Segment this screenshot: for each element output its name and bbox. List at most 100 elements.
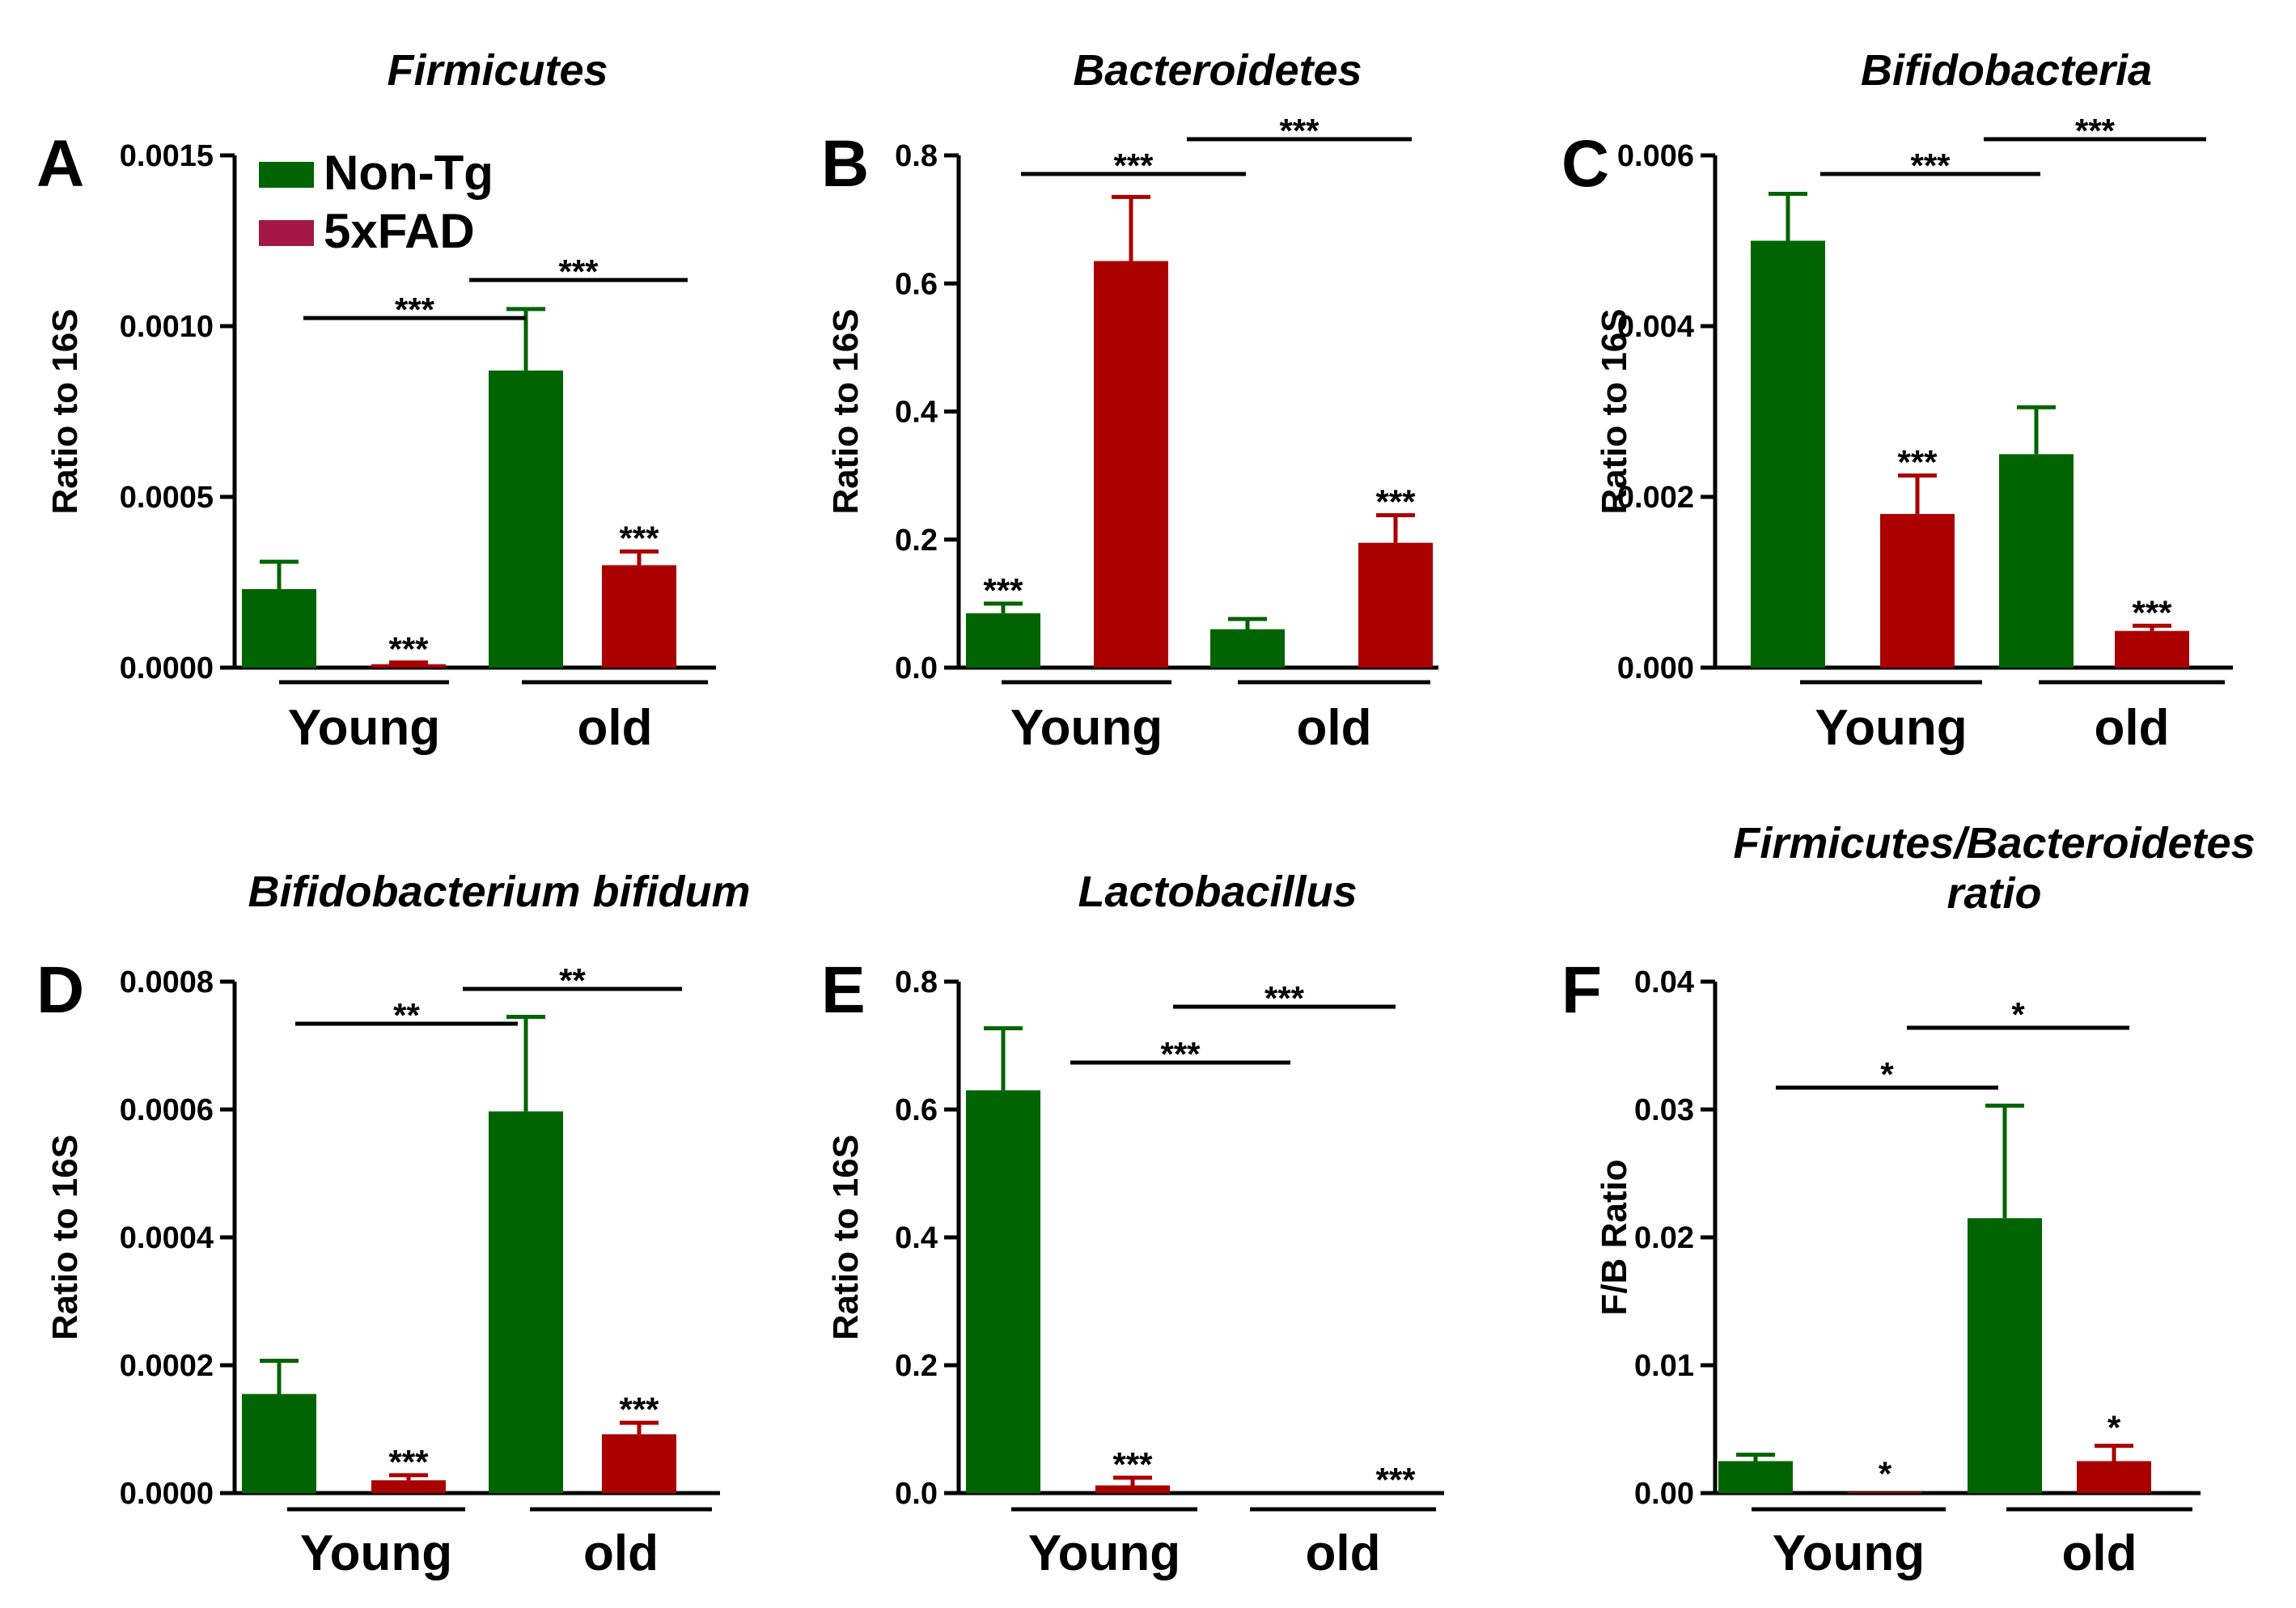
bar-young-5xfad <box>1094 261 1168 668</box>
group-label: Young <box>1028 1525 1180 1581</box>
group-label: old <box>583 1525 659 1581</box>
bar-young-non-tg <box>966 613 1040 668</box>
y-tick-label: 0.6 <box>895 1093 938 1127</box>
y-tick-label: 0.006 <box>1617 139 1694 173</box>
y-tick-label: 0.0000 <box>120 651 214 685</box>
legend-label: 5xFAD <box>324 204 475 258</box>
y-tick-label: 0.04 <box>1634 965 1694 999</box>
bar-old-5xfad <box>602 565 676 668</box>
y-tick-label: 0.0010 <box>120 310 214 344</box>
y-axis-label: F/B Ratio <box>1595 1159 1634 1315</box>
panel-title-line: Firmicutes/Bacteroidetes <box>1733 819 2255 868</box>
bar-old-5xfad <box>1358 542 1433 668</box>
y-tick-label: 0.0004 <box>120 1221 214 1255</box>
significance-mark: *** <box>388 1443 429 1481</box>
panel-letter: D <box>36 953 84 1027</box>
panel-letter: A <box>36 127 84 201</box>
y-tick-label: 0.00 <box>1634 1477 1694 1511</box>
group-label: Young <box>1815 700 1967 756</box>
y-tick-label: 0.0006 <box>120 1093 214 1127</box>
y-tick-label: 0.4 <box>895 396 938 430</box>
y-axis-label: Ratio to 16S <box>826 308 866 514</box>
y-tick-label: 0.03 <box>1634 1093 1694 1127</box>
y-tick-label: 0.002 <box>1617 481 1694 515</box>
y-tick-label: 0.0005 <box>120 481 214 515</box>
bar-young-5xfad <box>1095 1485 1170 1493</box>
panel-title: Lactobacillus <box>1078 868 1357 916</box>
y-tick-label: 0.6 <box>895 267 938 301</box>
panel-title: Bifidobacteria <box>1861 46 2152 95</box>
y-axis-label: Ratio to 16S <box>45 1135 85 1340</box>
y-tick-label: 0.8 <box>895 139 938 173</box>
significance-mark: * <box>2107 1409 2121 1447</box>
bar-young-5xfad <box>371 1480 446 1493</box>
comparison-label: *** <box>1264 979 1305 1017</box>
panel-letter: E <box>821 953 866 1027</box>
comparison-label: * <box>2011 995 2025 1033</box>
y-axis-label: Ratio to 16S <box>1595 308 1634 514</box>
significance-mark: *** <box>983 571 1023 609</box>
panel-E: E Lactobacillus Ratio to 16S 0.0 0.2 0.4 0.6 0.… <box>821 868 1444 1581</box>
y-tick-label: 0.0 <box>895 651 938 685</box>
significance-mark: *** <box>1375 1461 1416 1499</box>
y-tick-label: 0.0 <box>895 1477 938 1511</box>
panel-title: Bifidobacterium bifidum <box>248 868 751 916</box>
y-tick-label: 0.4 <box>895 1221 938 1255</box>
panel-title: Bacteroidetes <box>1073 46 1362 95</box>
group-label: old <box>1297 700 1372 756</box>
y-axis-label: Ratio to 16S <box>45 308 85 514</box>
y-tick-label: 0.004 <box>1617 310 1694 344</box>
y-tick-label: 0.8 <box>895 965 938 999</box>
significance-mark: *** <box>1112 1445 1153 1483</box>
panel-title: Firmicutes <box>387 46 608 95</box>
legend-label: Non-Tg <box>324 146 494 200</box>
y-tick-label: 0.2 <box>895 1349 938 1383</box>
group-label: Young <box>1010 700 1163 756</box>
comparison-label: *** <box>558 252 599 291</box>
y-tick-label: 0.01 <box>1634 1349 1694 1383</box>
bar-young-non-tg <box>242 1394 316 1493</box>
bar-old-5xfad <box>602 1434 676 1493</box>
bar-old-non-tg <box>489 370 563 668</box>
bar-young-5xfad <box>371 664 446 668</box>
panel-letter: B <box>821 127 869 201</box>
y-tick-label: 0.0008 <box>120 965 214 999</box>
y-tick-label: 0.0000 <box>120 1477 214 1511</box>
group-label: Young <box>1773 1525 1925 1581</box>
group-label: old <box>2095 700 2170 756</box>
bar-young-non-tg <box>966 1090 1040 1493</box>
significance-mark: * <box>1879 1454 1892 1492</box>
comparison-label: *** <box>1279 112 1320 150</box>
bar-old-non-tg <box>489 1111 563 1493</box>
bar-young-non-tg <box>1751 240 1825 668</box>
legend-swatch-1 <box>259 220 314 246</box>
y-tick-label: 0.02 <box>1634 1221 1694 1255</box>
significance-mark: *** <box>619 520 659 558</box>
significance-mark: *** <box>2132 593 2172 631</box>
bar-young-5xfad <box>1880 514 1955 668</box>
bar-old-5xfad <box>2115 630 2189 668</box>
comparison-label: * <box>1880 1055 1894 1093</box>
legend-swatch-0 <box>259 162 314 188</box>
comparison-label: *** <box>1910 146 1951 185</box>
significance-mark: *** <box>388 630 429 668</box>
panel-B: B Bacteroidetes Ratio to 16S 0.0 0.2 0.4 0.6 0.… <box>821 46 1438 756</box>
y-tick-label: 0.2 <box>895 524 938 558</box>
y-tick-label: 0.000 <box>1617 651 1694 685</box>
comparison-label: ** <box>559 961 586 999</box>
bar-old-non-tg <box>1968 1218 2042 1493</box>
bar-old-non-tg <box>1999 454 2074 668</box>
bar-old-non-tg <box>1210 629 1285 668</box>
comparison-label: *** <box>395 291 435 329</box>
bar-old-5xfad <box>2077 1461 2151 1493</box>
panel-letter: C <box>1561 127 1609 201</box>
bar-young-non-tg <box>242 588 316 668</box>
panel-title-line: ratio <box>1947 869 2041 918</box>
group-label: Young <box>288 700 440 756</box>
comparison-label: *** <box>2075 112 2116 150</box>
group-label: old <box>1306 1525 1381 1581</box>
panel-D: D Bifidobacterium bifidum Ratio to 16S 0.00… <box>36 868 751 1581</box>
